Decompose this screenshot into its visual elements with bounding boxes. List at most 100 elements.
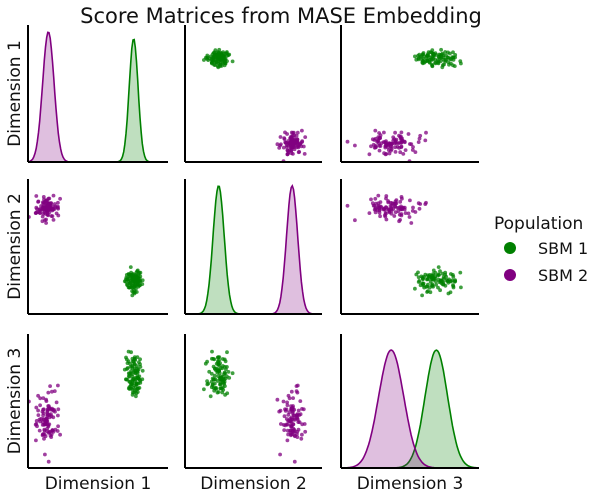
scatter-point-sbm-1 <box>217 55 222 59</box>
scatter-point-sbm-2 <box>399 144 404 149</box>
scatter-point-sbm-2 <box>55 205 60 210</box>
scatter-point-sbm-1 <box>202 387 206 392</box>
scatter-point-sbm-2 <box>40 214 45 219</box>
scatter-point-sbm-2 <box>285 403 290 408</box>
scatter-point-sbm-2 <box>392 214 397 218</box>
scatter-point-sbm-2 <box>42 436 46 441</box>
scatter-point-sbm-2 <box>289 389 294 394</box>
scatter-point-sbm-1 <box>136 271 141 276</box>
x-axis-label-dimension-1: Dimension 1 <box>45 474 152 494</box>
scatter-point-sbm-2 <box>49 435 54 439</box>
scatter-point-sbm-2 <box>290 432 295 437</box>
scatter-point-sbm-1 <box>215 390 220 395</box>
scatter-point-sbm-2 <box>389 208 394 213</box>
scatter-point-sbm-2 <box>282 137 287 142</box>
scatter-point-sbm-1 <box>436 55 441 59</box>
scatter-point-sbm-1 <box>427 273 432 277</box>
scatter-point-sbm-1 <box>223 57 228 61</box>
scatter-point-sbm-2 <box>56 383 60 388</box>
scatter-point-sbm-2 <box>390 141 394 146</box>
axis-labels: Dimension 1 Dimension 2 Dimension 3 Dimensi… <box>5 40 463 494</box>
legend: Population SBM 1 SBM 2 <box>494 214 588 285</box>
scatter-point-sbm-2 <box>345 139 350 144</box>
scatter-point-sbm-1 <box>439 47 443 52</box>
panel-dimension-2-vs-dimension-3 <box>340 179 479 315</box>
scatter-point-sbm-2 <box>291 131 295 135</box>
scatter-point-sbm-2 <box>403 148 408 153</box>
scatter-point-sbm-2 <box>278 452 282 457</box>
scatter-point-sbm-2 <box>406 211 411 216</box>
scatter-point-sbm-2 <box>295 416 300 421</box>
scatter-point-sbm-2 <box>295 435 300 439</box>
scatter-point-sbm-1 <box>225 391 230 396</box>
scatter-point-sbm-2 <box>34 419 39 423</box>
scatter-point-sbm-1 <box>130 379 135 384</box>
scatter-point-sbm-2 <box>303 429 308 434</box>
scatter-point-sbm-2 <box>41 411 46 415</box>
scatter-point-sbm-2 <box>49 412 53 417</box>
scatter-point-sbm-2 <box>376 193 381 198</box>
scatter-point-sbm-2 <box>367 211 372 216</box>
scatter-point-sbm-1 <box>207 369 212 374</box>
scatter-point-sbm-2 <box>52 389 57 393</box>
scatter-point-sbm-2 <box>424 130 428 135</box>
scatter-point-sbm-2 <box>44 208 48 213</box>
scatter-point-sbm-1 <box>218 361 223 365</box>
scatter-point-sbm-1 <box>436 272 441 277</box>
scatter-point-sbm-1 <box>441 63 445 67</box>
scatter-point-sbm-2 <box>345 203 350 208</box>
scatter-point-sbm-2 <box>51 193 56 198</box>
scatter-point-sbm-2 <box>37 428 42 433</box>
scatter-point-sbm-2 <box>406 132 411 136</box>
scatter-point-sbm-2 <box>302 152 307 156</box>
scatter-point-sbm-2 <box>283 141 288 145</box>
scatter-point-sbm-2 <box>393 150 398 154</box>
scatter-point-sbm-1 <box>440 271 445 276</box>
panel-dimension-3-vs-dimension-2 <box>184 334 322 469</box>
scatter-point-sbm-1 <box>126 279 131 284</box>
scatter-point-sbm-1 <box>230 371 235 376</box>
scatter-point-sbm-1 <box>459 285 463 290</box>
scatter-point-sbm-2 <box>41 211 46 216</box>
scatter-point-sbm-1 <box>217 371 222 376</box>
scatter-point-sbm-2 <box>353 143 357 148</box>
scatter-point-sbm-2 <box>417 136 422 141</box>
x-axis-label-dimension-3: Dimension 3 <box>357 474 464 494</box>
scatter-point-sbm-2 <box>288 142 292 147</box>
scatter-point-sbm-1 <box>135 268 140 273</box>
scatter-point-sbm-2 <box>38 396 43 401</box>
scatter-point-sbm-1 <box>217 358 222 362</box>
scatter-point-sbm-2 <box>285 132 289 136</box>
scatter-point-sbm-2 <box>398 200 403 204</box>
scatter-point-sbm-2 <box>51 415 56 420</box>
scatter-point-sbm-2 <box>411 205 415 210</box>
scatter-point-sbm-1 <box>230 59 235 64</box>
scatter-point-sbm-1 <box>431 51 436 56</box>
scatter-point-sbm-1 <box>207 56 212 61</box>
scatter-point-sbm-1 <box>138 357 143 362</box>
scatter-point-sbm-2 <box>399 136 403 141</box>
scatter-point-sbm-2 <box>56 424 60 429</box>
scatter-point-sbm-1 <box>133 371 138 376</box>
scatter-point-sbm-2 <box>383 144 388 149</box>
scatter-point-sbm-2 <box>376 135 381 140</box>
scatter-point-sbm-2 <box>34 438 38 443</box>
scatter-point-sbm-1 <box>450 55 455 59</box>
scatter-point-sbm-2 <box>298 399 303 403</box>
scatter-point-sbm-2 <box>291 152 295 156</box>
scatter-point-sbm-1 <box>132 291 137 296</box>
scatter-point-sbm-2 <box>56 413 60 418</box>
scatter-point-sbm-1 <box>424 56 429 60</box>
scatter-point-sbm-2 <box>33 422 38 427</box>
scatter-point-sbm-1 <box>222 357 227 362</box>
scatter-point-sbm-2 <box>300 140 304 144</box>
scatter-point-sbm-1 <box>425 290 429 294</box>
panel-dimension-1-vs-dimension-1 <box>27 25 168 163</box>
scatter-point-sbm-1 <box>433 279 438 284</box>
kde-fill-sbm-1 <box>185 186 322 314</box>
panel-dimension-2-vs-dimension-2 <box>184 179 322 315</box>
scatter-point-sbm-2 <box>56 200 60 205</box>
scatter-point-sbm-2 <box>281 145 286 150</box>
scatter-point-sbm-2 <box>44 217 48 222</box>
legend-marker-sbm-2 <box>504 269 516 281</box>
